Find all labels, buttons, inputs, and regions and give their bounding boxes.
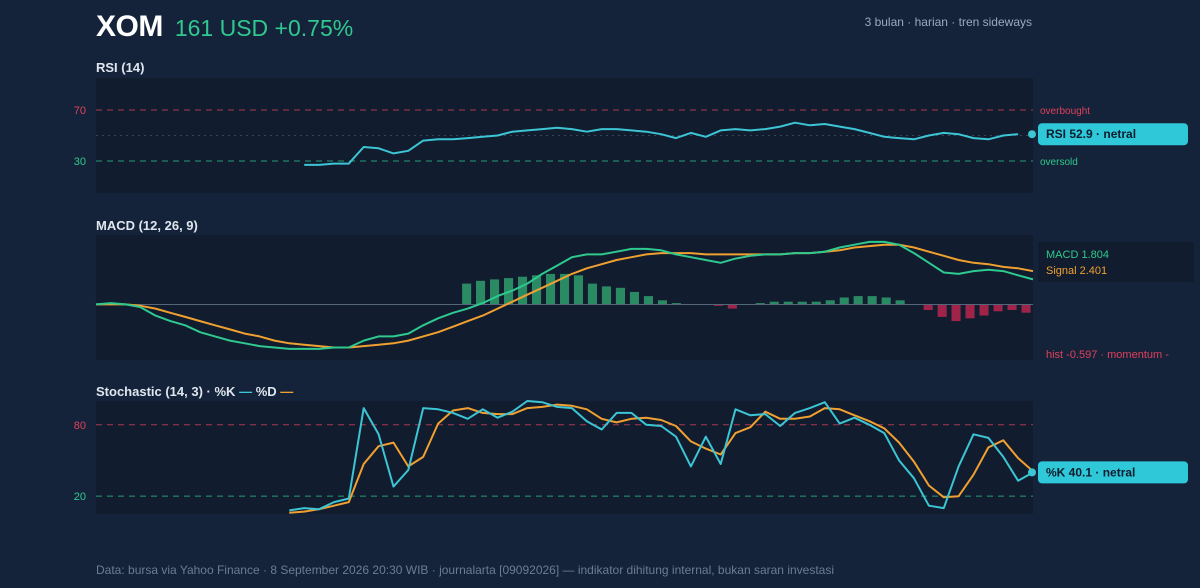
macd-hist-bar: [560, 273, 570, 305]
macd-hist-bar: [769, 301, 779, 305]
macd-hist-bar: [615, 287, 625, 305]
macd-hist-bar: [951, 304, 961, 322]
stoch-ytick-80: 80: [74, 420, 86, 432]
macd-hist-bar: [811, 301, 821, 305]
macd-hist-bar: [965, 304, 975, 319]
macd-hist-bar: [853, 296, 863, 305]
macd-hist-bar: [783, 301, 793, 305]
macd-hist-bar: [629, 291, 639, 305]
ticker-symbol: XOM: [96, 10, 163, 43]
stoch-value-badge: %K 40.1 · netral: [1046, 465, 1135, 479]
rsi-ref-label-overbought: overbought: [1040, 106, 1090, 117]
macd-hist-bar: [923, 304, 933, 310]
macd-hist-bar: [1021, 304, 1031, 313]
macd-hist-bar: [476, 280, 486, 305]
macd-hist-bar: [755, 303, 765, 305]
macd-hist-bar: [462, 283, 472, 305]
macd-hist-bar: [867, 296, 877, 305]
stoch-d-legend-swatch: —: [280, 384, 294, 399]
macd-hist-bar: [993, 304, 1003, 312]
macd-hist-bar: [601, 286, 611, 305]
macd-hist-bar: [895, 300, 905, 305]
macd-legend-hist: hist -0.597 · momentum -: [1046, 349, 1169, 361]
stochastic-chart: 80 20 %K 40.1 · netral: [74, 400, 1188, 514]
rsi-ytick-70: 70: [74, 105, 86, 117]
stoch-end-dot: [1028, 468, 1036, 477]
stoch-k-line: [289, 400, 1034, 512]
macd-hist-bar: [937, 304, 947, 317]
rsi-chart: overbought oversold 70 30 RSI 52.9 · netral: [74, 105, 1188, 168]
macd-hist-bar: [490, 279, 500, 305]
macd-line: [95, 240, 1034, 350]
rsi-value-badge: RSI 52.9 · netral: [1046, 127, 1136, 141]
macd-hist-bar: [881, 297, 891, 305]
rsi-line: [304, 121, 1019, 166]
rsi-end-dot: [1028, 130, 1036, 139]
macd-hist-bar: [657, 300, 667, 305]
rsi-value-badge-bg: [1038, 123, 1188, 146]
macd-chart: [95, 240, 1034, 350]
rsi-ref-label-oversold: oversold: [1040, 157, 1078, 168]
stoch-value-badge-bg: [1038, 461, 1188, 484]
rsi-title: RSI (14): [96, 60, 145, 75]
price-change: 161 USD +0.75%: [174, 15, 354, 41]
macd-hist-bar: [587, 283, 597, 305]
stoch-panel-bg: [96, 401, 1033, 514]
macd-hist-bar: [518, 276, 528, 305]
header: XOM 161 USD +0.75%: [96, 10, 353, 44]
macd-hist-bar: [1007, 304, 1017, 310]
footer-source: Data: bursa via Yahoo Finance · 8 Septem…: [96, 563, 834, 577]
period-subtitle: 3 bulan · harian · tren sideways: [864, 15, 1032, 29]
macd-hist-bar: [643, 296, 653, 305]
macd-signal-line: [96, 243, 1034, 349]
macd-hist-bar: [671, 303, 681, 305]
macd-hist-bar: [546, 273, 556, 305]
stoch-title-text: Stochastic (14, 3) · %K: [96, 384, 236, 399]
macd-title: MACD (12, 26, 9): [96, 218, 198, 233]
macd-hist-bar: [573, 275, 583, 305]
macd-hist-bar: [839, 297, 849, 305]
stoch-title: Stochastic (14, 3) · %K — %D —: [96, 384, 293, 399]
macd-legend-bg: [1038, 242, 1194, 282]
stoch-ytick-20: 20: [74, 491, 86, 503]
macd-hist-bar: [713, 304, 723, 306]
macd-legend-macd: MACD 1.804: [1046, 249, 1109, 261]
macd-hist-bar: [825, 300, 835, 305]
stoch-d-legend-label: %D: [255, 384, 277, 399]
macd-hist-bar: [797, 301, 807, 305]
rsi-ytick-30: 30: [74, 156, 86, 168]
stoch-k-legend-swatch: —: [239, 384, 253, 399]
macd-legend-signal: Signal 2.401: [1046, 265, 1107, 277]
macd-hist-bar: [727, 304, 737, 309]
stoch-d-line: [289, 403, 1034, 514]
macd-hist-bar: [979, 304, 989, 316]
